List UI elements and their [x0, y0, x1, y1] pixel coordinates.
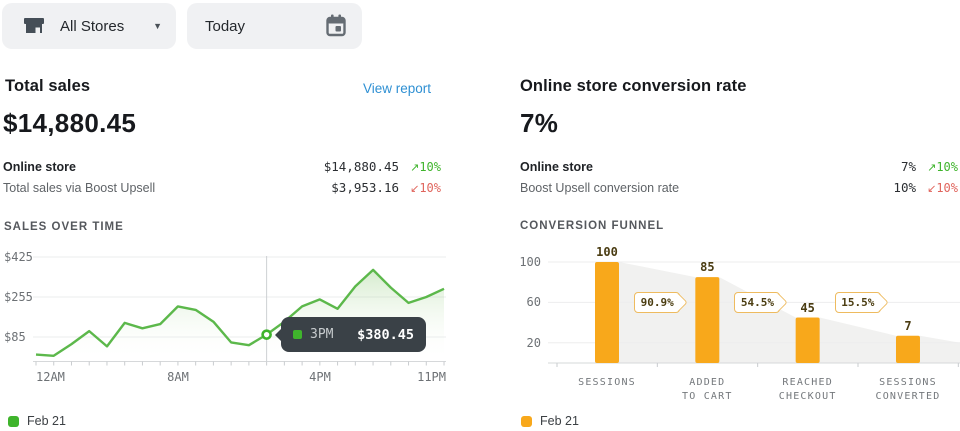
y-tick-label: $255: [4, 289, 33, 304]
conversion-rate-title: Online store conversion rate: [520, 77, 747, 95]
trend-up-icon: ↗: [927, 160, 937, 174]
bar-value-label: 100: [596, 245, 618, 259]
calendar-icon: [326, 14, 346, 37]
sales-line: [35, 268, 445, 357]
y-tick-label: $425: [4, 249, 33, 264]
chevron-down-icon: ▼: [153, 21, 162, 31]
metric-row-online-store: Online store 7% ↗10%: [520, 156, 958, 177]
conversion-funnel-heading: CONVERSION FUNNEL: [520, 220, 665, 232]
metric-value: $3,953.16: [331, 180, 399, 195]
metric-label: Total sales via Boost Upsell: [3, 180, 156, 195]
funnel-bar-1[interactable]: [695, 277, 720, 363]
category-label: SESSIONS CONVERTED: [875, 377, 941, 402]
store-selector-button[interactable]: All Stores ▼: [2, 3, 176, 49]
tooltip-time: 3PM: [310, 327, 334, 342]
sales-over-time-heading: SALES OVER TIME: [4, 221, 124, 233]
metric-row-online-store: Online store $14,880.45 ↗10%: [3, 156, 441, 177]
bar-value-label: 7: [904, 318, 912, 333]
sales-legend: Feb 21: [8, 413, 66, 429]
trend-down-icon: ↙: [410, 181, 420, 195]
metric-value: 7%: [900, 159, 916, 174]
date-selector-label: Today: [205, 17, 246, 35]
metric-value: $14,880.45: [323, 159, 399, 174]
y-tick-label: 20: [526, 335, 541, 350]
storefront-icon: [24, 18, 44, 33]
legend-label: Feb 21: [27, 414, 66, 428]
funnel-bar-3[interactable]: [895, 335, 920, 363]
bar-value-label: 45: [800, 300, 815, 315]
x-axis: [33, 361, 446, 366]
legend-swatch: [521, 415, 532, 427]
trend-badge: ↗10%: [927, 159, 958, 174]
x-tick-label: 8AM: [167, 370, 189, 384]
metric-label: Online store: [3, 159, 76, 174]
total-sales-title: Total sales: [5, 77, 91, 95]
metric-label: Boost Upsell conversion rate: [520, 180, 680, 195]
funnel-percent-badge: 90.9%: [634, 292, 681, 313]
conversion-rate-value: 7%: [520, 108, 559, 138]
funnel-bar-2[interactable]: [795, 317, 820, 363]
conversion-metric-rows: Online store 7% ↗10% Boost Upsell conver…: [520, 156, 958, 198]
y-tick-label: $85: [4, 329, 26, 344]
legend-label: Feb 21: [540, 414, 579, 428]
view-report-link[interactable]: View report: [363, 81, 432, 96]
trend-down-icon: ↙: [927, 181, 937, 195]
category-label: ADDED TO CART: [682, 377, 733, 402]
x-tick-label: 4PM: [309, 370, 331, 384]
funnel-percent-badge: 15.5%: [834, 292, 881, 313]
chart-tooltip: 3PM $380.45: [275, 317, 426, 352]
conversion-legend: Feb 21: [521, 413, 579, 429]
trend-badge: ↗10%: [410, 159, 441, 174]
legend-swatch: [8, 415, 19, 427]
sales-over-time-chart[interactable]: [0, 250, 450, 380]
total-sales-value: $14,880.45: [3, 108, 137, 138]
tooltip-value: $380.45: [357, 326, 414, 343]
category-label: SESSIONS: [578, 377, 636, 388]
conversion-funnel-chart[interactable]: [520, 250, 960, 380]
metric-row-boost-upsell: Boost Upsell conversion rate 10% ↙10%: [520, 177, 958, 198]
store-selector-label: All Stores: [60, 17, 125, 35]
trend-up-icon: ↗: [410, 160, 420, 174]
bar-value-label: 85: [700, 260, 715, 275]
funnel-bars: [595, 262, 920, 363]
metric-label: Online store: [520, 159, 593, 174]
funnel-bar-0[interactable]: [595, 262, 619, 363]
y-tick-label: 60: [526, 295, 541, 310]
funnel-percent-badge: 54.5%: [734, 292, 781, 313]
series-swatch: [293, 330, 302, 339]
y-tick-label: 100: [519, 255, 541, 269]
hover-point-marker: [261, 329, 272, 340]
x-axis: [548, 362, 960, 367]
x-tick-label: 12AM: [36, 370, 65, 384]
trend-badge: ↙10%: [927, 180, 958, 195]
metric-row-boost-upsell: Total sales via Boost Upsell $3,953.16 ↙…: [3, 177, 441, 198]
metric-value: 10%: [893, 180, 916, 195]
date-selector-button[interactable]: Today: [187, 3, 362, 49]
sales-metric-rows: Online store $14,880.45 ↗10% Total sales…: [3, 156, 441, 198]
trend-badge: ↙10%: [410, 180, 441, 195]
category-label: REACHED CHECKOUT: [778, 377, 837, 402]
x-tick-label: 11PM: [417, 370, 446, 384]
